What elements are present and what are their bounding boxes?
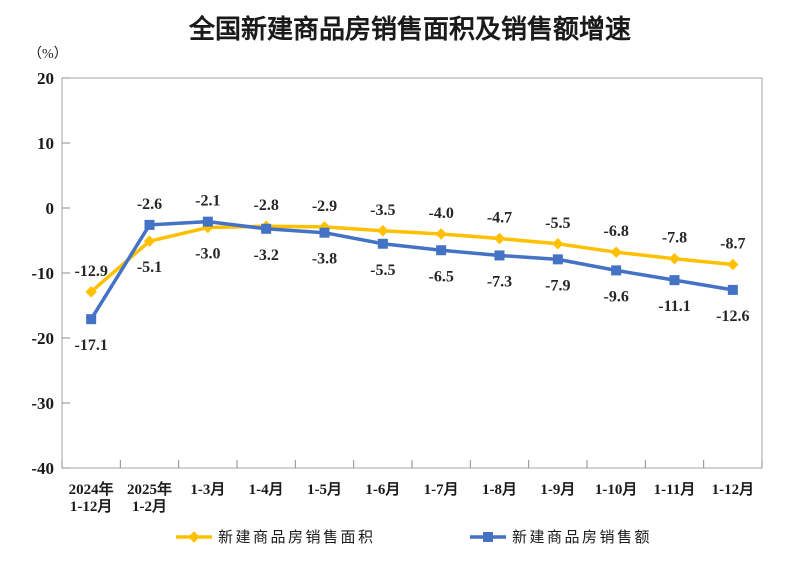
data-point-marker-sales-amount xyxy=(611,265,622,276)
data-point-label-sales-area: -2.8 xyxy=(254,197,279,214)
data-point-marker-sales-amount xyxy=(86,314,97,325)
data-labels-group: -12.9 -17.1 -5.1 -2.6 -3.0 -2.1 -2.8 -3.2 -2.9 -3… xyxy=(75,193,750,355)
legend-label-sales-area: 新建商品房销售面积 xyxy=(218,529,376,546)
y-axis-unit-label: （%） xyxy=(28,46,68,62)
x-axis-category-label: 1-11月 xyxy=(654,481,696,498)
data-point-label-sales-area: -3.0 xyxy=(195,246,220,263)
data-point-label-sales-amount: -6.5 xyxy=(429,268,454,285)
y-axis-tick-label: -10 xyxy=(31,264,54,283)
y-axis-tick-label: 0 xyxy=(46,199,55,218)
data-point-marker-sales-area xyxy=(85,286,97,298)
data-point-label-sales-amount: -3.8 xyxy=(312,251,337,268)
data-point-marker-sales-area xyxy=(143,235,156,247)
legend-marker-sales-amount xyxy=(483,532,493,542)
data-point-marker-sales-area xyxy=(668,253,681,265)
data-point-label-sales-area: -4.0 xyxy=(429,205,454,222)
x-axis-category-label: 2025年 xyxy=(127,480,172,498)
data-point-marker-sales-amount xyxy=(377,238,388,249)
x-axis-category-label: 2024年 xyxy=(69,480,114,498)
data-point-label-sales-amount: -2.6 xyxy=(137,196,162,213)
x-axis-category-label: 1-12月 xyxy=(712,481,755,498)
data-point-marker-sales-area xyxy=(552,238,564,250)
x-axis-category-label: 1-4月 xyxy=(249,481,284,498)
data-point-label-sales-area: -8.7 xyxy=(720,236,745,253)
data-point-marker-sales-amount xyxy=(727,284,738,295)
x-axis-category-label: 1-2月 xyxy=(132,498,167,515)
x-axis-category-label: 1-7月 xyxy=(424,481,459,498)
y-axis-tick-label: -30 xyxy=(31,394,54,413)
data-point-label-sales-area: -3.5 xyxy=(370,202,395,219)
data-point-marker-sales-amount xyxy=(144,219,155,230)
data-point-label-sales-area: -2.9 xyxy=(312,198,337,215)
data-point-label-sales-area: -4.7 xyxy=(487,210,512,227)
data-point-label-sales-amount: -11.1 xyxy=(658,298,690,315)
data-point-marker-sales-amount xyxy=(494,250,505,261)
data-point-marker-sales-amount xyxy=(202,216,213,227)
x-axis-category-label: 1-10月 xyxy=(595,481,638,498)
x-axis-category-label: 1-8月 xyxy=(482,481,517,498)
data-point-marker-sales-area xyxy=(377,225,389,237)
x-axis-category-label: 1-12月 xyxy=(70,498,113,515)
chart-title: 全国新建商品房销售面积及销售额增速 xyxy=(188,14,631,44)
data-point-marker-sales-area xyxy=(493,232,506,245)
data-point-label-sales-amount: -3.2 xyxy=(254,247,279,264)
data-point-marker-sales-amount xyxy=(552,254,563,265)
data-point-marker-sales-amount xyxy=(261,223,272,234)
y-axis-tick-label: 20 xyxy=(37,69,54,88)
legend: 新建商品房销售面积 新建商品房销售额 xyxy=(176,529,652,546)
data-point-label-sales-area: -6.8 xyxy=(604,223,629,240)
data-point-marker-sales-amount xyxy=(319,227,330,238)
data-point-label-sales-amount: -17.1 xyxy=(75,337,108,354)
legend-item-sales-area: 新建商品房销售面积 xyxy=(176,529,376,546)
data-point-label-sales-amount: -5.5 xyxy=(370,262,395,279)
x-axis-category-label: 1-3月 xyxy=(190,481,225,498)
series-group xyxy=(85,216,739,325)
y-axis-tick-label: -20 xyxy=(31,329,54,348)
x-axis-category-label: 1-6月 xyxy=(365,481,400,498)
data-point-marker-sales-amount xyxy=(436,245,447,256)
y-axis-tick-label: -40 xyxy=(31,459,54,478)
legend-marker-sales-area xyxy=(188,531,200,543)
data-point-label-sales-area: -12.9 xyxy=(75,263,108,280)
data-point-marker-sales-area xyxy=(727,258,739,271)
series-line-sales-area xyxy=(89,224,735,294)
data-point-label-sales-area: -5.5 xyxy=(545,215,570,232)
data-point-label-sales-amount: -12.6 xyxy=(716,308,749,325)
data-point-label-sales-area: -5.1 xyxy=(137,259,162,276)
legend-item-sales-amount: 新建商品房销售额 xyxy=(470,529,652,546)
series-line-sales-amount xyxy=(89,219,735,321)
data-point-label-sales-amount: -7.9 xyxy=(545,277,570,294)
x-axis-category-label: 1-5月 xyxy=(307,481,342,498)
data-point-marker-sales-area xyxy=(435,228,447,240)
data-point-label-sales-area: -7.8 xyxy=(662,230,687,247)
data-point-label-sales-amount: -7.3 xyxy=(487,273,512,290)
data-point-marker-sales-area xyxy=(610,246,622,258)
legend-label-sales-amount: 新建商品房销售额 xyxy=(512,529,652,546)
data-point-marker-sales-amount xyxy=(669,275,680,286)
data-point-label-sales-amount: -9.6 xyxy=(604,288,629,305)
plot-area-border xyxy=(61,77,763,469)
data-point-label-sales-amount: -2.1 xyxy=(195,193,220,210)
y-axis: 20 10 0 -10 -20 -30 -40 xyxy=(31,69,70,478)
x-axis-category-label: 1-9月 xyxy=(540,481,575,498)
y-axis-tick-label: 10 xyxy=(37,134,54,153)
